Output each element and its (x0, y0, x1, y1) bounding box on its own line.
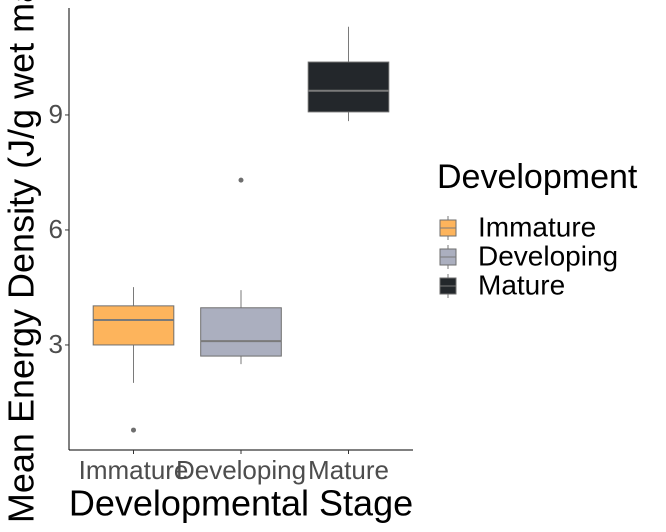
x-tick-label: Developing (176, 455, 306, 485)
legend-label: Developing (478, 240, 618, 271)
legend-title: Development (437, 158, 638, 196)
box (200, 307, 282, 357)
x-tick-label: Immature (79, 455, 189, 485)
y-tick-label: 6 (49, 214, 63, 244)
x-tick-label: Mature (308, 455, 389, 485)
y-tick-label: 3 (49, 329, 63, 359)
outlier (131, 427, 136, 433)
y-tick-label: 9 (49, 99, 63, 129)
y-axis-title: Mean Energy Density (J/g wet mass) (1, 0, 42, 523)
x-axis-title: Developmental Stage (69, 483, 413, 524)
legend-label: Immature (478, 211, 596, 242)
box (307, 61, 390, 113)
box (92, 305, 175, 346)
outlier (238, 177, 244, 183)
legend-label: Mature (478, 269, 565, 300)
